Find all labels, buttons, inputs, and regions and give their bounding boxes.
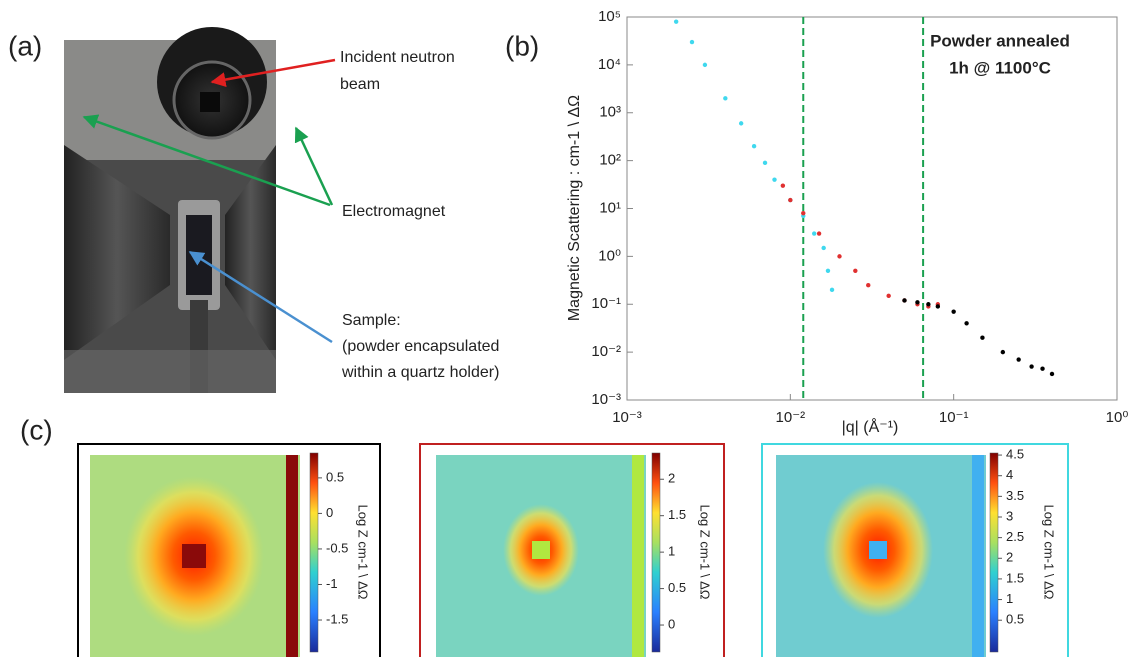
data-point — [772, 177, 777, 182]
colorbar-tick-label: 0.5 — [668, 580, 686, 595]
annotation: 1h @ 1100°C — [949, 58, 1051, 77]
data-point — [837, 254, 842, 259]
data-point — [1040, 366, 1045, 371]
data-point — [1000, 349, 1006, 355]
colorbar-tick-label: 0.5 — [1006, 612, 1024, 627]
data-point — [853, 268, 858, 273]
x-axis-label: |q| (Å⁻¹) — [842, 417, 899, 436]
colorbar-tick-label: -1.5 — [326, 611, 348, 626]
annotation: (powder encapsulated — [342, 338, 499, 355]
data-point — [821, 245, 826, 251]
colorbar — [651, 452, 661, 653]
data-point — [673, 19, 679, 24]
data-point — [751, 144, 757, 149]
beam-stop — [182, 544, 206, 568]
colorbar-tick-label: -0.5 — [326, 540, 348, 555]
panel-label: (c) — [20, 414, 53, 445]
y-tick-label: 10³ — [599, 104, 621, 121]
x-tick-label: 10⁻² — [776, 409, 806, 426]
annotation: Electromagnet — [342, 203, 446, 220]
colorbar-tick-label: -1 — [326, 576, 338, 591]
data-point — [702, 62, 708, 68]
colorbar-tick-label: 2 — [1006, 550, 1013, 565]
x-tick-label: 10⁰ — [1106, 409, 1129, 426]
panel-border — [419, 443, 725, 657]
colorbar — [989, 452, 999, 653]
data-point — [689, 39, 695, 45]
colorbar-tick-label: 0 — [668, 616, 675, 631]
y-axis-label: Magnetic Scattering : cm-1 \ ΔΩ — [566, 95, 583, 321]
data-point — [762, 160, 768, 166]
colorbar-tick-label: 3 — [1006, 508, 1013, 523]
detector-edge — [972, 455, 984, 657]
annotation: Sample: — [342, 312, 401, 329]
annotation: Incident neutron — [340, 49, 455, 66]
beam-stop — [532, 541, 550, 559]
colorbar-tick-label: 3.5 — [1006, 488, 1024, 503]
detector-edge — [632, 455, 644, 657]
data-point — [780, 183, 786, 188]
panel-label: (a) — [8, 30, 42, 61]
data-point — [1049, 371, 1055, 377]
y-tick-label: 10⁻³ — [591, 391, 621, 408]
colorbar-tick-label: 4.5 — [1006, 447, 1024, 462]
data-point — [1029, 364, 1034, 369]
data-point — [801, 210, 806, 216]
colorbar-tick-label: 1.5 — [1006, 570, 1024, 585]
data-point — [812, 231, 817, 236]
data-point — [788, 197, 793, 203]
colorbar-label: Log Z cm-1 \ ΔΩ — [356, 505, 371, 600]
data-point — [816, 231, 822, 236]
data-point — [866, 282, 871, 288]
colorbar-tick-label: 1 — [668, 544, 675, 559]
y-tick-label: 10⁴ — [598, 56, 621, 73]
colorbar-tick-label: 4 — [1006, 467, 1013, 482]
data-point — [951, 309, 956, 314]
panel-border — [761, 443, 1069, 657]
annotation: within a quartz holder) — [341, 364, 499, 381]
photo-arrows — [82, 58, 336, 344]
panel-label: (b) — [505, 30, 539, 61]
colorbar-tick-label: 0.5 — [326, 469, 344, 484]
colorbar-label: Log Z cm-1 \ ΔΩ — [1042, 505, 1057, 600]
y-tick-label: 10² — [599, 152, 621, 169]
beam-stop — [869, 541, 887, 559]
colorbar-tick-label: 2.5 — [1006, 529, 1024, 544]
data-point — [915, 300, 920, 305]
data-point — [829, 287, 835, 293]
data-point — [926, 302, 931, 307]
y-tick-label: 10⁻¹ — [591, 295, 621, 312]
detector-edge — [286, 455, 298, 657]
data-point — [980, 335, 985, 340]
annotation: Powder annealed — [930, 31, 1070, 50]
y-tick-label: 10⁻² — [591, 343, 621, 360]
colorbar-tick-label: 0 — [326, 505, 333, 520]
data-point — [1016, 357, 1021, 362]
data-point — [825, 268, 831, 273]
data-point — [738, 121, 744, 126]
colorbar-tick-label: 1.5 — [668, 507, 686, 522]
data-point — [902, 298, 907, 303]
data-point — [964, 321, 969, 326]
y-tick-label: 10⁰ — [598, 247, 621, 264]
data-point — [935, 304, 941, 309]
annotation: beam — [340, 76, 380, 93]
y-tick-label: 10¹ — [599, 199, 621, 216]
colorbar-label: Log Z cm-1 \ ΔΩ — [698, 505, 713, 600]
data-point — [723, 96, 728, 101]
panel-border — [77, 443, 381, 657]
y-tick-label: 10⁵ — [598, 8, 621, 25]
colorbar-tick-label: 1 — [1006, 591, 1013, 606]
colorbar-tick-label: 2 — [668, 471, 675, 486]
colorbar — [309, 452, 319, 653]
data-point — [886, 293, 891, 299]
x-tick-label: 10⁻³ — [612, 409, 642, 426]
x-tick-label: 10⁻¹ — [939, 409, 969, 426]
photo — [64, 27, 276, 393]
